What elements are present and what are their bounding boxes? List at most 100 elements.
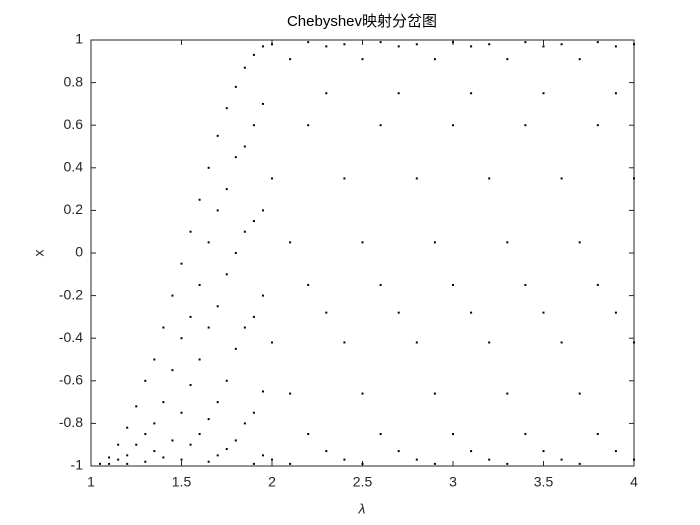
point <box>415 43 418 46</box>
x-tick-label: 3.5 <box>534 474 554 490</box>
point <box>397 450 400 453</box>
point <box>307 433 310 436</box>
plot-frame <box>90 39 635 467</box>
point <box>614 92 617 95</box>
point <box>325 311 328 314</box>
point <box>243 422 246 425</box>
point <box>252 411 255 414</box>
point <box>216 454 219 457</box>
point <box>289 462 292 465</box>
y-tick-label: 0 <box>75 244 83 260</box>
point <box>542 92 545 95</box>
point <box>578 392 581 395</box>
point <box>261 45 264 48</box>
point <box>506 241 509 244</box>
point <box>506 58 509 61</box>
point <box>198 433 201 436</box>
point <box>225 273 228 276</box>
point <box>189 443 192 446</box>
point <box>524 433 527 436</box>
point <box>614 450 617 453</box>
point <box>243 145 246 148</box>
y-axis-label: x <box>31 250 47 257</box>
point <box>488 341 491 344</box>
point <box>506 392 509 395</box>
point <box>171 369 174 372</box>
point <box>578 58 581 61</box>
point <box>126 454 129 457</box>
point <box>343 43 346 46</box>
point <box>234 252 237 254</box>
point <box>234 439 237 442</box>
point <box>216 401 219 404</box>
point <box>189 230 192 233</box>
point <box>524 283 527 286</box>
point <box>343 341 346 344</box>
point <box>144 433 147 436</box>
point <box>271 43 273 46</box>
point <box>252 315 255 318</box>
y-tick-label: -0.6 <box>59 372 83 388</box>
point <box>207 418 210 421</box>
point <box>189 384 192 387</box>
point <box>596 433 599 436</box>
point <box>144 379 147 382</box>
point <box>379 283 382 286</box>
x-tick-label: 3 <box>449 474 457 490</box>
point <box>99 462 102 465</box>
point <box>343 458 346 461</box>
point <box>243 230 246 233</box>
point <box>189 315 192 318</box>
point <box>307 124 310 127</box>
point <box>470 311 473 314</box>
point <box>216 209 219 212</box>
y-tick-label: 0.2 <box>64 201 84 217</box>
point <box>261 209 264 212</box>
point <box>470 92 473 95</box>
point <box>524 124 527 127</box>
point <box>207 460 210 463</box>
y-tick-label: -0.2 <box>59 286 83 302</box>
point <box>234 85 237 88</box>
point <box>207 326 210 329</box>
point <box>433 58 436 61</box>
point <box>560 341 563 344</box>
point <box>470 45 473 48</box>
point <box>488 458 491 461</box>
point <box>325 45 328 48</box>
point <box>117 458 120 461</box>
point <box>225 188 228 191</box>
point <box>361 462 364 465</box>
point <box>397 45 400 48</box>
point <box>234 347 237 350</box>
point <box>415 341 418 344</box>
point <box>307 41 310 44</box>
point <box>633 458 635 461</box>
point <box>379 433 382 436</box>
point <box>633 177 635 180</box>
point <box>379 41 382 44</box>
y-tick-label: 0.4 <box>64 159 84 175</box>
y-tick-label: -1 <box>71 457 84 473</box>
point <box>234 156 237 159</box>
point <box>117 443 120 446</box>
point <box>153 422 156 425</box>
point <box>180 411 183 414</box>
point <box>261 454 264 457</box>
point <box>153 358 156 361</box>
y-tick-label: 1 <box>75 31 83 47</box>
point <box>252 462 255 465</box>
point <box>433 392 436 395</box>
point <box>252 124 255 127</box>
point <box>252 220 255 223</box>
point <box>596 283 599 286</box>
point <box>252 53 255 56</box>
chart-title: Chebyshev映射分岔图 <box>287 13 437 30</box>
point <box>433 462 436 465</box>
point <box>289 392 292 395</box>
point <box>415 458 418 461</box>
point <box>180 458 183 461</box>
point <box>361 58 364 61</box>
point <box>162 326 165 329</box>
point <box>343 177 346 180</box>
